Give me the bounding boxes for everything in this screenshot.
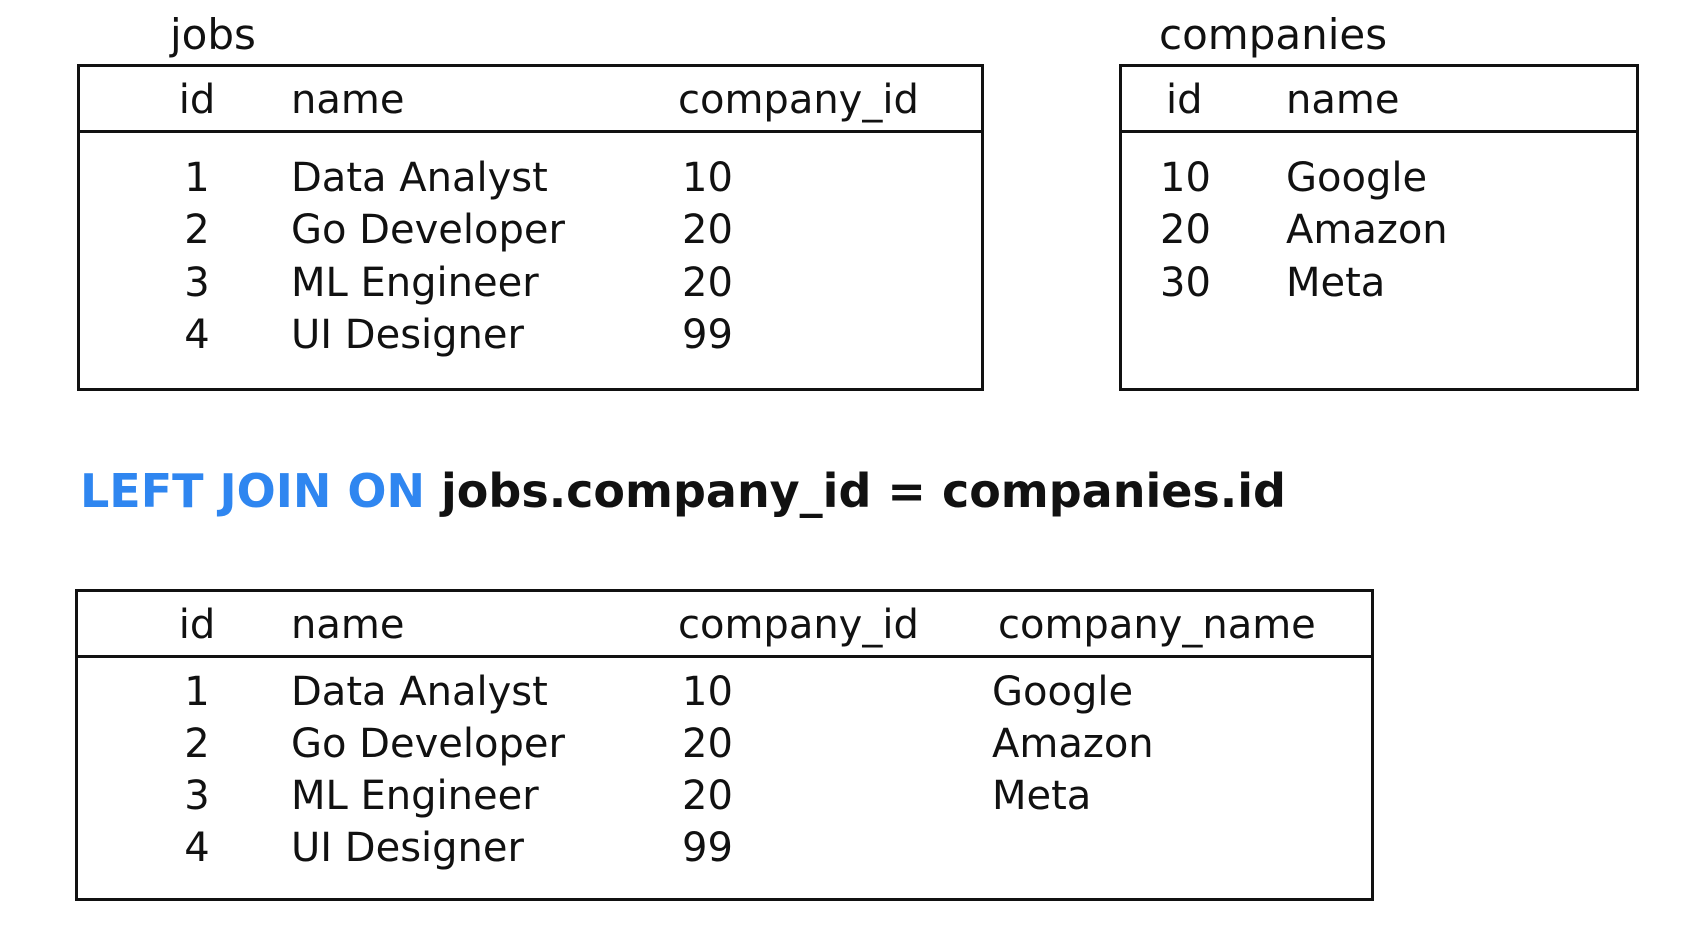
companies-row-2-name: Amazon (1286, 207, 1448, 253)
companies-header-id: id (1166, 77, 1203, 123)
result-table-header: id name company_id company_name (78, 592, 1371, 658)
join-condition: jobs.company_id = companies.id (441, 464, 1286, 518)
result-row-4-company-id: 99 (682, 825, 733, 871)
result-row-4-id: 4 (184, 825, 210, 871)
jobs-row-4-company-id: 99 (682, 312, 733, 358)
jobs-table-title: jobs (170, 10, 256, 59)
jobs-row-1-id: 1 (184, 155, 210, 201)
companies-row-1-id: 10 (1160, 155, 1211, 201)
jobs-row-4-name: UI Designer (291, 312, 524, 358)
result-row-1-company-name: Google (992, 669, 1134, 715)
result-row-1-name: Data Analyst (291, 669, 548, 715)
result-header-id: id (178, 602, 216, 648)
jobs-row-1-company-id: 10 (682, 155, 733, 201)
join-clause: LEFT JOIN ON jobs.company_id = companies… (80, 468, 1286, 514)
result-row-2-id: 2 (184, 721, 210, 767)
companies-table-header: id name (1122, 67, 1636, 133)
jobs-row-3-id: 3 (184, 260, 210, 306)
join-keyword: LEFT JOIN ON (80, 464, 425, 518)
companies-table: id name 10 Google 20 Amazon 30 Meta (1119, 64, 1639, 391)
result-header-name: name (291, 602, 405, 648)
jobs-table: id name company_id 1 Data Analyst 10 2 G… (77, 64, 984, 391)
result-row-1-id: 1 (184, 669, 210, 715)
result-row-1-company-id: 10 (682, 669, 733, 715)
companies-row-2-id: 20 (1160, 207, 1211, 253)
jobs-row-2-id: 2 (184, 207, 210, 253)
result-row-3-company-id: 20 (682, 773, 733, 819)
jobs-header-company-id: company_id (678, 77, 919, 123)
result-header-company-name: company_name (998, 602, 1316, 648)
companies-row-3-id: 30 (1160, 260, 1211, 306)
jobs-header-id: id (178, 77, 216, 123)
result-header-company-id: company_id (678, 602, 919, 648)
jobs-row-2-name: Go Developer (291, 207, 565, 253)
jobs-row-1-name: Data Analyst (291, 155, 548, 201)
jobs-row-3-name: ML Engineer (291, 260, 539, 306)
result-table: id name company_id company_name 1 Data A… (75, 589, 1374, 901)
jobs-row-4-id: 4 (184, 312, 210, 358)
companies-header-name: name (1286, 77, 1400, 123)
jobs-header-name: name (291, 77, 405, 123)
result-row-2-company-id: 20 (682, 721, 733, 767)
jobs-table-header: id name company_id (80, 67, 981, 133)
jobs-row-2-company-id: 20 (682, 207, 733, 253)
jobs-row-3-company-id: 20 (682, 260, 733, 306)
result-row-4-name: UI Designer (291, 825, 524, 871)
companies-table-title: companies (1159, 10, 1388, 59)
result-row-3-id: 3 (184, 773, 210, 819)
result-row-2-company-name: Amazon (992, 721, 1154, 767)
result-row-3-company-name: Meta (992, 773, 1092, 819)
result-row-2-name: Go Developer (291, 721, 565, 767)
companies-row-3-name: Meta (1286, 260, 1386, 306)
companies-row-1-name: Google (1286, 155, 1428, 201)
result-row-3-name: ML Engineer (291, 773, 539, 819)
